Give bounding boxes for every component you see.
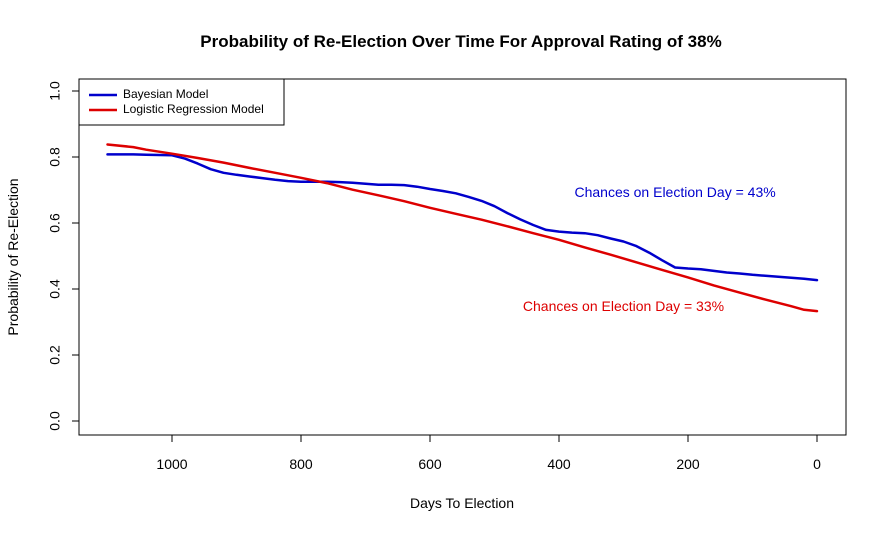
y-tick-label: 0.0 bbox=[47, 411, 63, 431]
y-tick-label: 0.8 bbox=[47, 147, 63, 167]
x-tick-label: 800 bbox=[289, 456, 313, 472]
legend-label-logistic: Logistic Regression Model bbox=[123, 102, 264, 116]
x-axis: 1000 800 600 400 200 0 bbox=[156, 434, 821, 472]
y-tick-label: 0.2 bbox=[47, 345, 63, 365]
x-tick-label: 600 bbox=[418, 456, 442, 472]
y-tick-label: 1.0 bbox=[47, 81, 63, 101]
x-tick-label: 0 bbox=[813, 456, 821, 472]
chart-title: Probability of Re-Election Over Time For… bbox=[200, 32, 721, 51]
x-tick-label: 400 bbox=[547, 456, 571, 472]
annotation-group: Chances on Election Day = 43% Chances on … bbox=[523, 184, 776, 314]
y-tick-label: 0.4 bbox=[47, 279, 63, 299]
x-tick-label: 1000 bbox=[156, 456, 187, 472]
plot-frame bbox=[78, 78, 847, 436]
y-tick-label: 0.6 bbox=[47, 213, 63, 233]
series-line-bayesian bbox=[106, 153, 819, 282]
x-tick-label: 200 bbox=[676, 456, 700, 472]
y-axis: 0.0 0.2 0.4 0.6 0.8 1.0 bbox=[47, 81, 80, 431]
x-axis-label: Days To Election bbox=[410, 495, 514, 511]
annotation-logistic: Chances on Election Day = 33% bbox=[523, 298, 724, 314]
legend-box bbox=[78, 78, 285, 126]
series-line-logistic bbox=[106, 143, 819, 313]
series-group bbox=[106, 143, 819, 313]
legend-label-bayesian: Bayesian Model bbox=[123, 87, 208, 101]
y-axis-label: Probability of Re-Election bbox=[5, 178, 21, 335]
annotation-bayesian: Chances on Election Day = 43% bbox=[575, 184, 776, 200]
